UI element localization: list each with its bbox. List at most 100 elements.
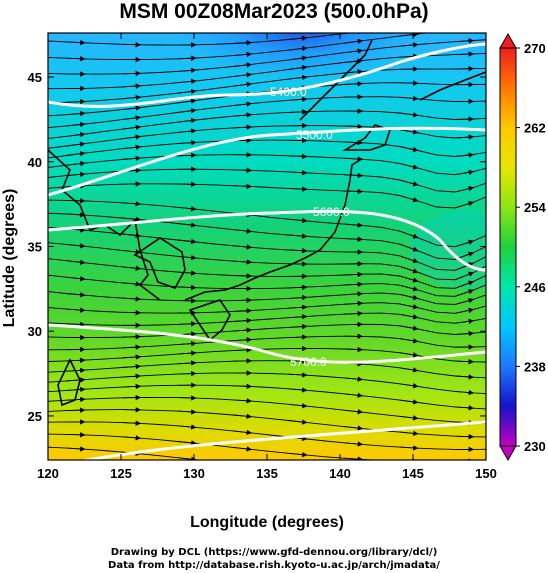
wind-arrow — [66, 131, 86, 138]
wind-arrow — [343, 310, 364, 317]
wind-arrow — [399, 146, 419, 153]
wind-arrow — [454, 239, 475, 248]
wind-arrow — [232, 347, 253, 353]
wind-arrow — [454, 330, 475, 337]
wind-arrow — [288, 153, 308, 160]
wind-arrow — [121, 420, 142, 426]
wind-arrow — [399, 33, 419, 38]
wind-arrow — [400, 24, 419, 26]
wind-arrow — [177, 55, 197, 61]
wind-arrow — [232, 273, 253, 279]
wind-arrow — [399, 303, 419, 310]
wind-arrow — [66, 39, 86, 46]
wind-arrow — [399, 352, 419, 358]
wind-arrow — [288, 403, 308, 409]
wind-arrow — [66, 446, 86, 452]
wind-arrow — [343, 222, 364, 228]
y-tick-label: 25 — [28, 409, 42, 424]
wind-arrow — [399, 383, 419, 389]
wind-arrow — [288, 372, 308, 378]
wind-arrow — [399, 80, 419, 86]
wind-arrow — [121, 354, 142, 360]
map-plot-area: 5400.0 5500.0 5600.0 5700.0 — [48, 18, 486, 486]
wind-arrow — [232, 259, 253, 265]
wind-arrow — [121, 83, 142, 89]
wind-arrow — [454, 280, 475, 289]
wind-arrow — [232, 228, 253, 234]
wind-arrow — [232, 327, 253, 333]
wind-arrow — [343, 271, 364, 278]
wind-arrow — [343, 376, 364, 382]
wind-arrow — [232, 244, 253, 250]
wind-arrow — [399, 367, 419, 373]
wind-arrow — [121, 94, 142, 101]
wind-arrow — [232, 51, 253, 58]
colorbar-max-triangle — [499, 32, 517, 49]
wind-arrow — [177, 254, 197, 261]
x-tick-label: 125 — [110, 466, 132, 481]
wind-arrow — [121, 70, 142, 77]
wind-arrow — [288, 233, 308, 239]
wind-arrow — [232, 308, 253, 314]
wind-arrow — [343, 139, 364, 146]
wind-arrow — [455, 481, 474, 482]
wind-arrow — [66, 386, 86, 393]
wind-arrow — [343, 291, 364, 297]
x-tick-label: 150 — [475, 466, 497, 481]
wind-arrow — [66, 275, 86, 282]
wind-arrow — [177, 128, 197, 134]
wind-arrow — [66, 56, 86, 62]
colorbar-scale — [499, 47, 517, 447]
wind-arrow — [399, 265, 419, 274]
wind-arrow — [66, 160, 86, 167]
contour-5700 — [48, 323, 486, 364]
wind-arrow — [232, 297, 253, 303]
wind-arrow — [177, 284, 197, 291]
wind-arrow — [288, 169, 308, 176]
wind-arrow — [66, 121, 86, 128]
wind-arrow — [454, 134, 475, 140]
wind-arrow — [66, 212, 86, 218]
wind-arrow — [455, 18, 474, 20]
wind-arrow — [288, 96, 308, 103]
wind-arrow — [177, 350, 197, 356]
wind-arrow — [232, 413, 253, 419]
wind-arrow — [343, 236, 364, 242]
credit-drawing: Drawing by DCL (https://www.gfd-dennou.o… — [110, 547, 438, 558]
wind-arrow — [232, 446, 253, 452]
wind-arrow — [454, 289, 475, 297]
wind-arrow — [121, 115, 142, 121]
x-tick-label: 120 — [37, 466, 59, 481]
wind-arrow — [454, 405, 475, 411]
wind-arrow — [232, 337, 253, 343]
wind-arrow — [177, 117, 197, 124]
contour-5600 — [48, 209, 486, 272]
wind-arrow — [177, 424, 197, 430]
wind-arrow — [66, 98, 86, 105]
wind-arrow — [288, 109, 308, 115]
wind-arrow — [288, 55, 308, 61]
wind-arrow — [454, 186, 475, 193]
coastline-honshu — [184, 159, 361, 301]
colorbar-tick-label: 238 — [524, 359, 546, 374]
wind-arrow — [399, 42, 419, 48]
wind-arrow — [121, 216, 142, 222]
colorbar: 230 238 246 254 262 270 — [499, 32, 546, 462]
x-tick-label: 135 — [256, 466, 278, 481]
wind-arrow — [177, 152, 197, 159]
contour-5500 — [48, 126, 486, 197]
wind-arrow — [121, 383, 142, 390]
cold-core-region — [181, 33, 419, 80]
colorbar-min-triangle — [499, 445, 517, 462]
wind-arrow — [121, 296, 142, 302]
wind-arrow — [66, 141, 86, 147]
wind-arrow — [399, 243, 419, 252]
wind-arrow — [289, 469, 308, 470]
wind-arrow — [399, 179, 419, 187]
wind-arrow — [454, 433, 475, 440]
wind-arrow — [177, 139, 197, 146]
wind-arrow — [399, 275, 419, 283]
wind-arrow — [400, 485, 419, 486]
y-axis: 25 30 35 40 45 — [28, 70, 486, 424]
wind-arrow — [121, 265, 142, 271]
